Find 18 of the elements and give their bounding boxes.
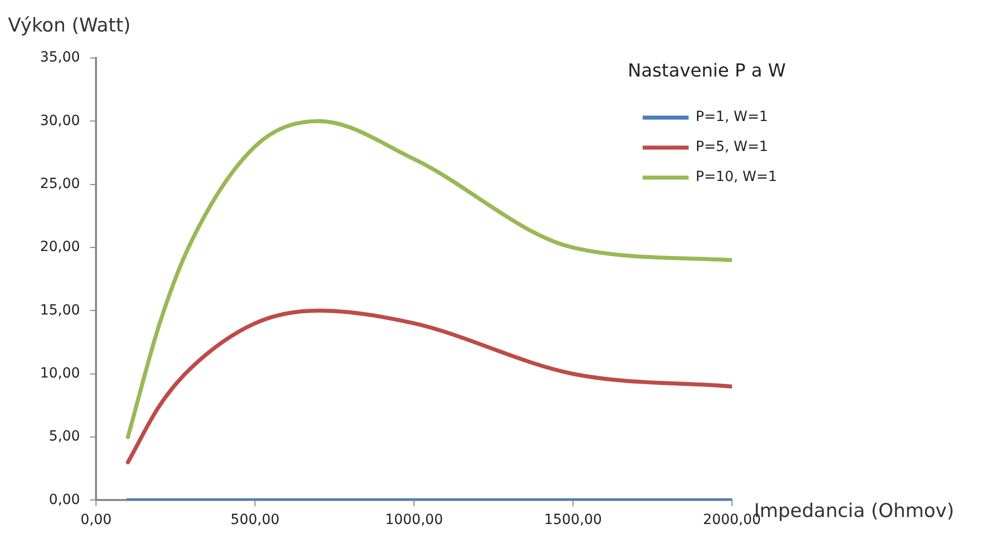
y-axis-title: Výkon (Watt) — [8, 14, 131, 36]
y-tick-label: 0,00 — [48, 492, 80, 508]
legend-label: P=1, W=1 — [696, 109, 768, 126]
y-tick-label: 5,00 — [48, 428, 80, 445]
x-tick-label: 0,00 — [80, 512, 112, 528]
y-tick-label: 10,00 — [40, 366, 80, 382]
legend-title: Nastavenie P a W — [628, 60, 786, 82]
legend-label: P=10, W=1 — [696, 169, 778, 186]
line-series — [126, 308, 732, 464]
legend-label: P=5, W=1 — [696, 139, 768, 156]
x-tick-label: 1000,00 — [385, 512, 443, 528]
y-tick-label: 35,00 — [40, 50, 80, 66]
x-tick-label: 1500,00 — [544, 512, 602, 528]
y-tick-label: 20,00 — [40, 239, 80, 256]
y-tick-label: 15,00 — [40, 302, 80, 318]
y-tick-label: 25,00 — [40, 176, 80, 192]
y-tick-label: 30,00 — [40, 112, 80, 129]
x-tick-label: 500,00 — [230, 512, 280, 528]
